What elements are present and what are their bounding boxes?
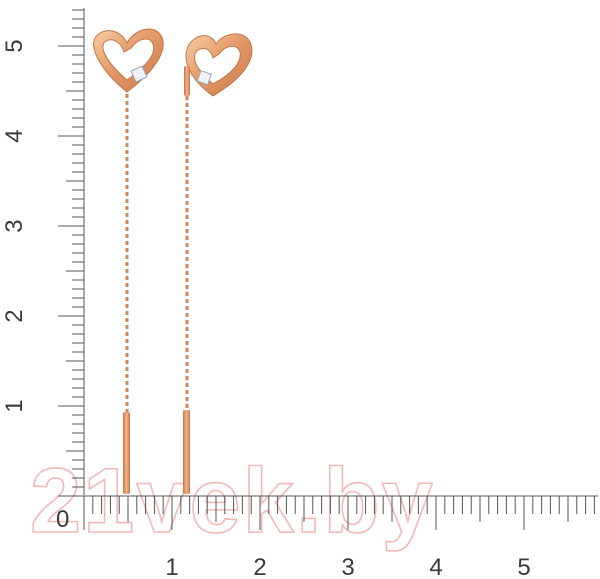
threader-bar-left	[123, 412, 130, 494]
vertical-ruler-label: 5	[1, 39, 28, 52]
horizontal-ruler-label: 3	[341, 554, 354, 579]
horizontal-ruler-label: 4	[429, 554, 442, 579]
stone-left	[130, 65, 148, 83]
stone-right	[196, 69, 212, 86]
horizontal-ruler-label: 1	[165, 554, 178, 579]
horizontal-ruler-ticks	[83, 496, 595, 530]
vertical-ruler-label: 3	[1, 219, 28, 232]
vertical-ruler-label: 4	[1, 129, 28, 142]
origin-label: 0	[56, 506, 69, 533]
earring-left	[93, 28, 164, 494]
watermark: 21vek.by	[29, 449, 435, 553]
watermark-text: 21vek.by	[30, 450, 435, 552]
horizontal-ruler-label: 2	[253, 554, 266, 579]
vertical-ruler-label: 1	[1, 399, 28, 412]
post-right	[184, 66, 190, 96]
vertical-ruler-labels: 5 4 3 2 1	[1, 39, 28, 412]
heart-stud-right	[185, 33, 253, 97]
vertical-ruler-label: 2	[1, 309, 28, 322]
vertical-ruler-ticks	[58, 9, 84, 497]
vertical-ruler: 5 4 3 2 1	[1, 8, 85, 497]
threader-bar-right	[183, 410, 190, 494]
heart-stud-left	[93, 28, 164, 93]
horizontal-ruler: 0 1 2 3 4 5	[56, 495, 598, 579]
horizontal-ruler-label: 5	[517, 554, 530, 579]
horizontal-ruler-labels: 1 2 3 4 5	[165, 554, 530, 579]
earring-right	[183, 33, 253, 494]
